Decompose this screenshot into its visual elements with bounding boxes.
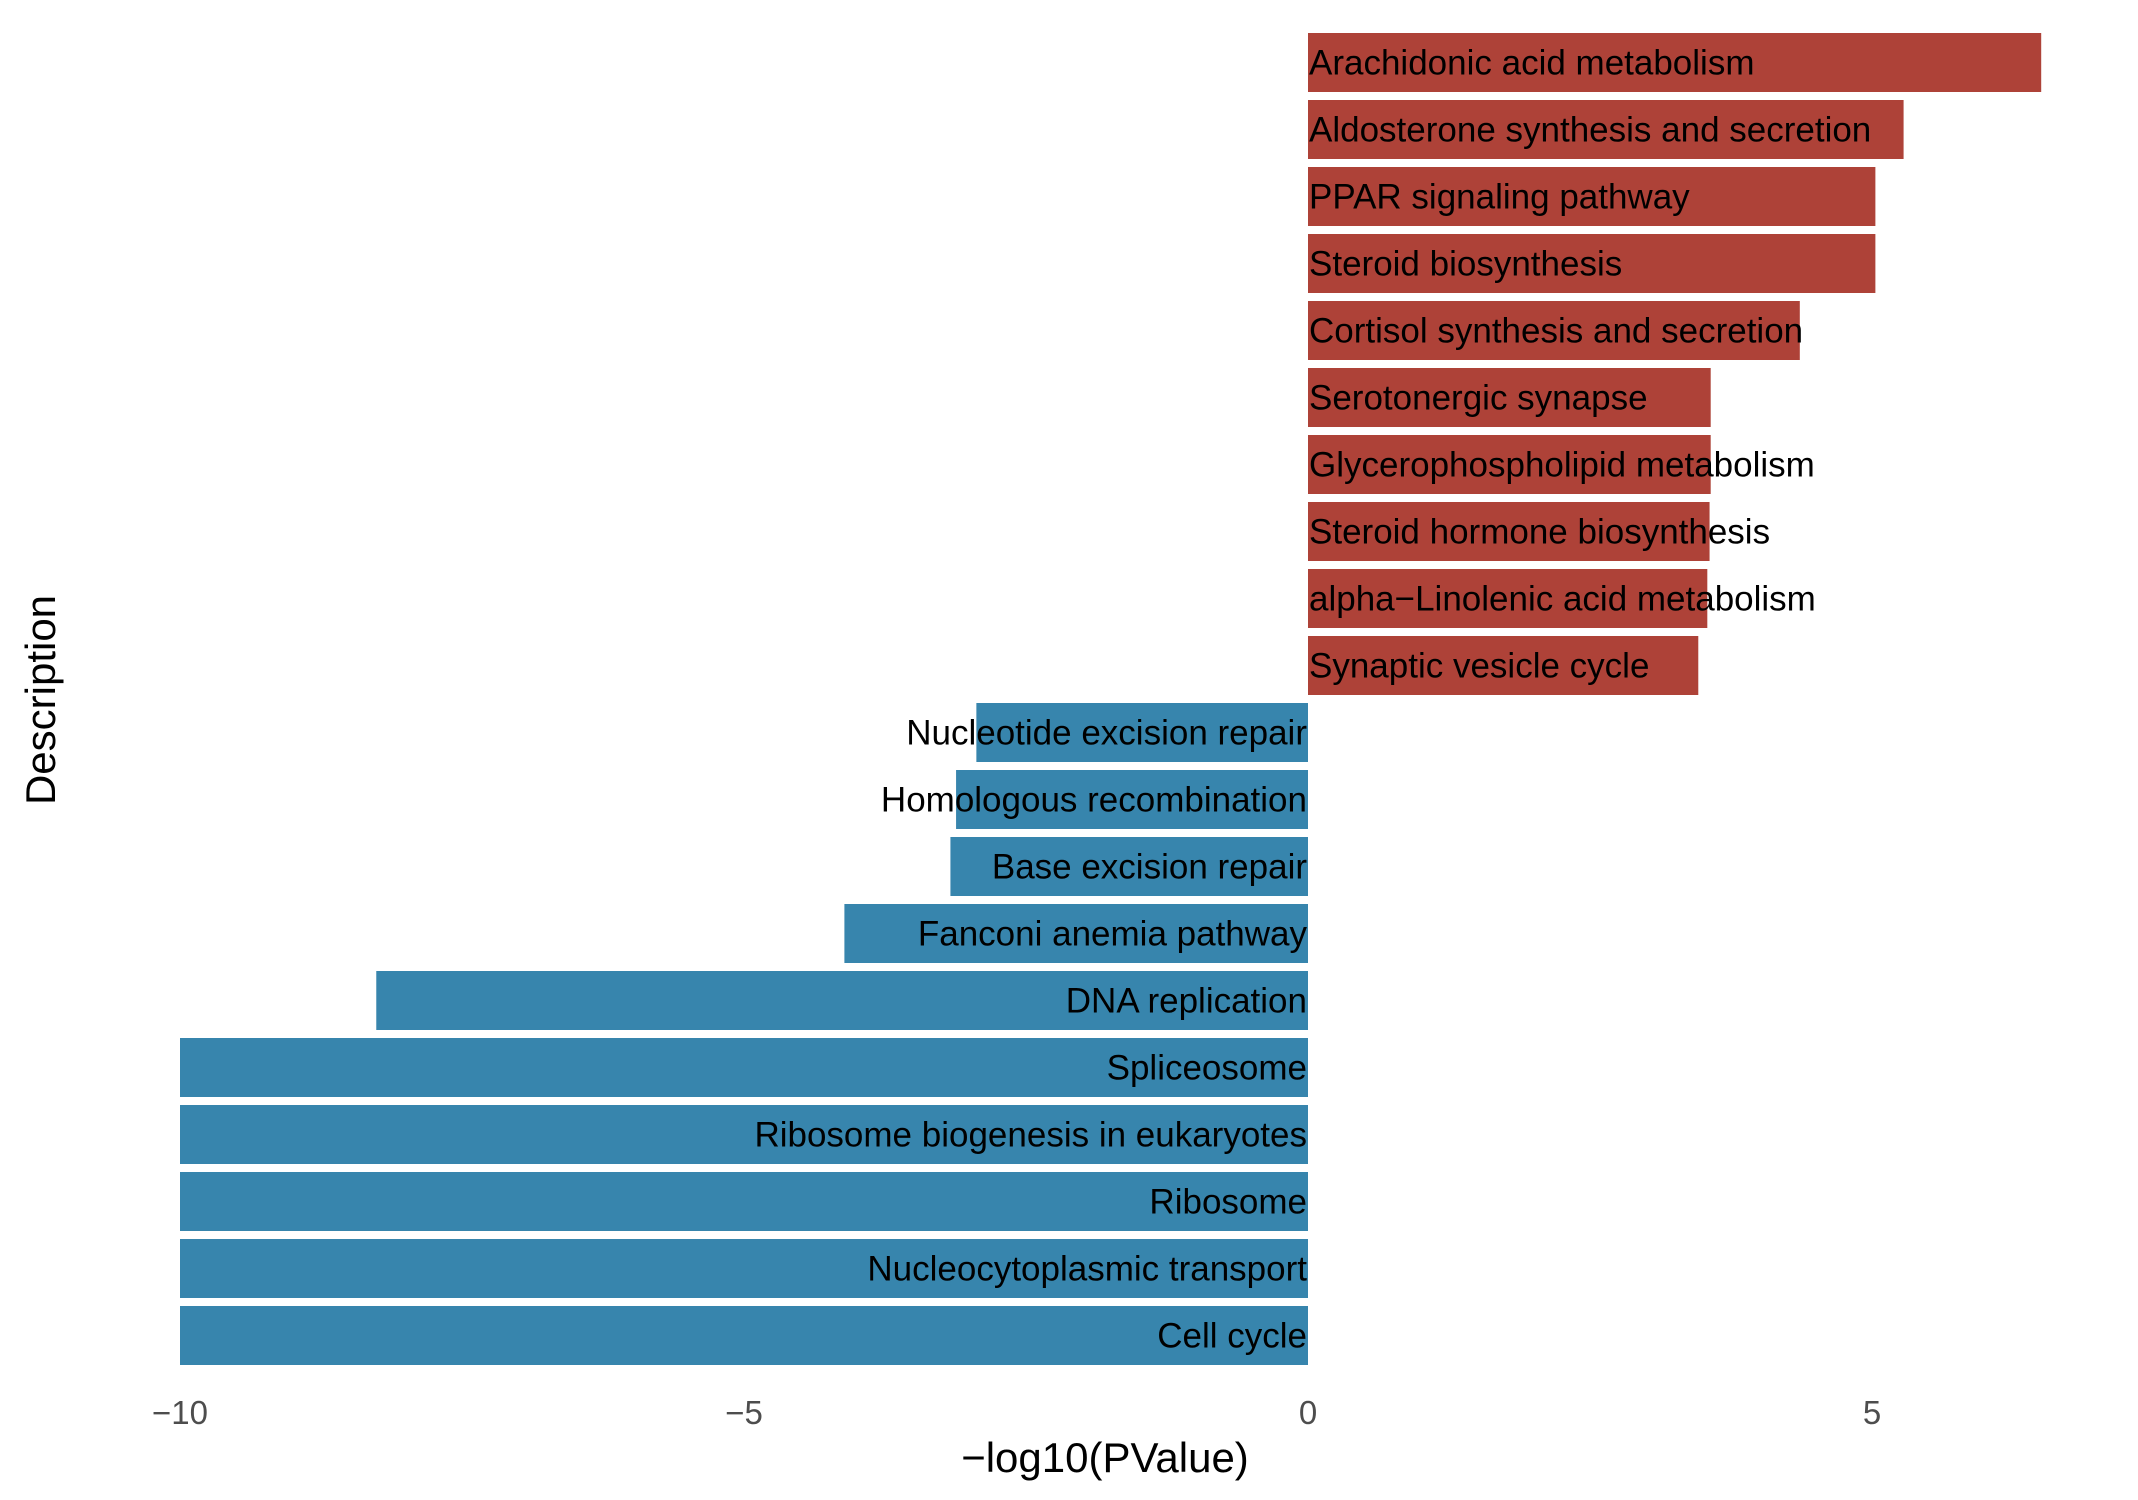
- bar-label: Ribosome: [1149, 1183, 1307, 1222]
- bar: [1308, 234, 1876, 293]
- x-axis-title: −log10(PValue): [961, 1434, 1249, 1481]
- bar: [1308, 435, 1711, 494]
- bar-label: Fanconi anemia pathway: [918, 915, 1308, 954]
- bar-label: Steroid biosynthesis: [1309, 245, 1622, 284]
- bar-label: Base excision repair: [992, 848, 1307, 887]
- bar-labels-group: Arachidonic acid metabolism Aldosterone s…: [754, 44, 1871, 1356]
- bar: [376, 971, 1309, 1030]
- bar-label: Steroid hormone biosynthesis: [1309, 513, 1770, 552]
- bar: [180, 1105, 1308, 1164]
- bar: [1308, 301, 1800, 360]
- bar-label: Nucleotide excision repair: [906, 714, 1307, 753]
- bar: [180, 1239, 1308, 1298]
- bar: [956, 770, 1308, 829]
- bar: [844, 904, 1308, 963]
- bar-label: Cell cycle: [1157, 1317, 1307, 1356]
- bar-label: Glycerophospholipid metabolism: [1309, 446, 1815, 485]
- y-axis-title: Description: [17, 595, 64, 805]
- bar: [180, 1172, 1308, 1231]
- x-ticks-group: −10 −5 0 5: [152, 1394, 1881, 1431]
- x-tick-label: 0: [1299, 1394, 1317, 1431]
- x-tick-label: −10: [152, 1394, 208, 1431]
- bar-label: Synaptic vesicle cycle: [1309, 647, 1649, 686]
- bar: [180, 1038, 1308, 1097]
- bars-group: [180, 33, 2042, 1365]
- bar: [180, 1306, 1308, 1365]
- x-tick-label: 5: [1863, 1394, 1881, 1431]
- bar: [1308, 368, 1711, 427]
- bar-label: Cortisol synthesis and secretion: [1309, 312, 1803, 351]
- bar-label: DNA replication: [1066, 982, 1307, 1021]
- bar: [950, 837, 1308, 896]
- bar-label: alpha−Linolenic acid metabolism: [1309, 580, 1816, 619]
- x-tick-label: −5: [725, 1394, 763, 1431]
- bar: [1308, 33, 2042, 92]
- bar-label: Aldosterone synthesis and secretion: [1309, 111, 1871, 150]
- bar-label: Ribosome biogenesis in eukaryotes: [754, 1116, 1307, 1155]
- bar-label: Serotonergic synapse: [1309, 379, 1648, 418]
- bar: [1308, 569, 1708, 628]
- bar-label: Arachidonic acid metabolism: [1309, 44, 1754, 83]
- bar-label: Homologous recombination: [881, 781, 1307, 820]
- bar: [976, 703, 1308, 762]
- bar: [1308, 636, 1699, 695]
- bar: [1308, 167, 1876, 226]
- bar-label: Nucleocytoplasmic transport: [867, 1250, 1307, 1289]
- bar-label: Spliceosome: [1107, 1049, 1307, 1088]
- bar: [1308, 502, 1710, 561]
- bar-label: PPAR signaling pathway: [1309, 178, 1690, 217]
- bar: [1308, 100, 1904, 159]
